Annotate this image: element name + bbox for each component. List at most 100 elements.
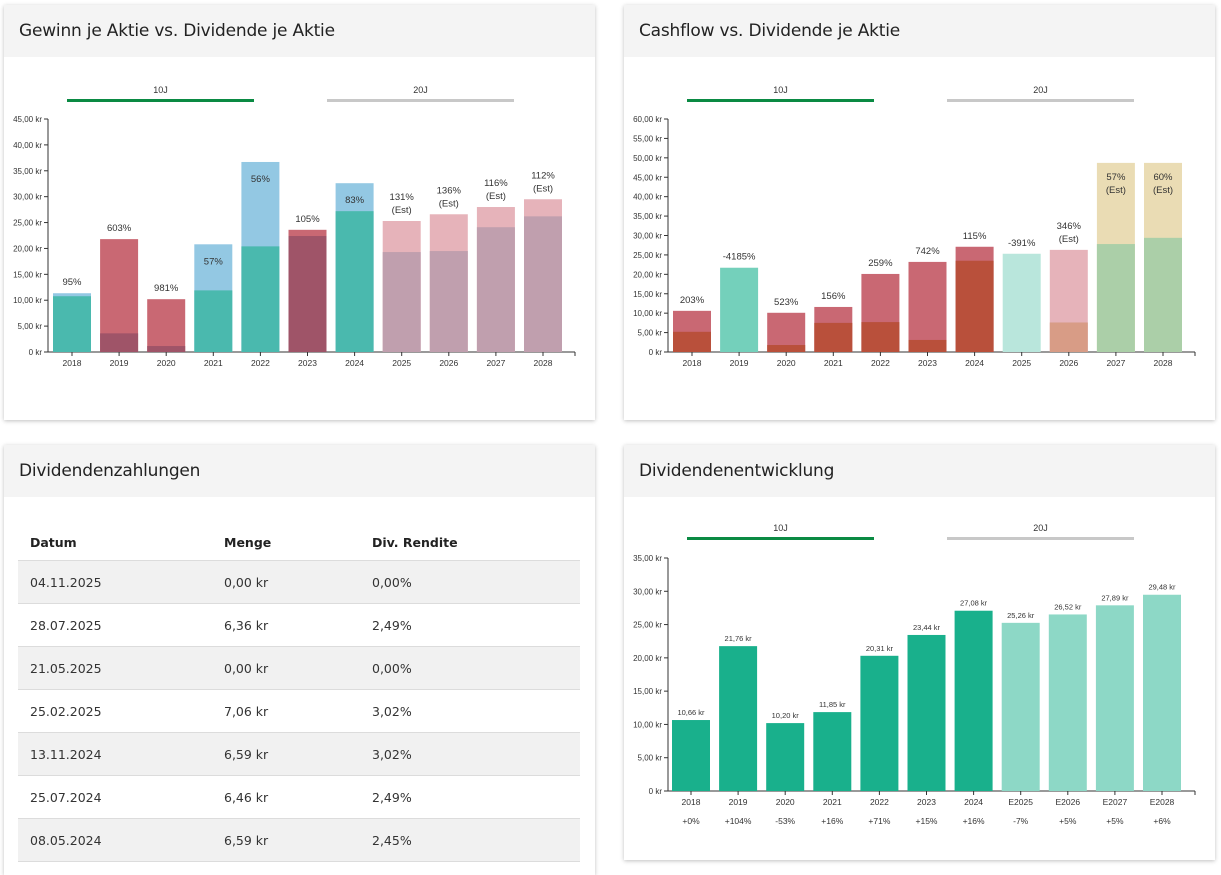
bar-data-label: 346% [1057, 221, 1082, 232]
growth-label: -53% [775, 816, 795, 826]
growth-label: +15% [916, 816, 938, 826]
growth-label: +6% [1153, 816, 1171, 826]
card-title: Dividendenentwicklung [624, 445, 1215, 497]
cell-amount: 0,00 kr [212, 646, 360, 690]
growth-label: +71% [868, 816, 890, 826]
y-tick-label: 35,00 kr [633, 212, 662, 221]
cell-date: 04.11.2025 [18, 560, 212, 604]
cell-amount: 6,36 kr [212, 603, 360, 647]
x-tick-label: 2024 [345, 358, 364, 368]
y-tick-label: 35,00 kr [13, 167, 42, 176]
bar [860, 655, 899, 791]
x-tick-label: 2027 [486, 358, 505, 368]
cell-date: 13.11.2024 [18, 732, 212, 776]
cell-date: 28.07.2025 [18, 603, 212, 647]
y-tick-label: 10,00 kr [633, 720, 662, 729]
tab-20j[interactable]: 20J [327, 85, 514, 102]
cell-yield: 0,00% [360, 646, 580, 690]
table-row: 25.07.2024 6,46 kr 2,49% [18, 775, 580, 819]
x-tick-label: 2027 [1106, 358, 1125, 368]
bar-segment-lower [476, 227, 515, 352]
x-tick-label: 2018 [682, 797, 701, 807]
bar-data-label: 83% [345, 195, 365, 206]
tab-10j[interactable]: 10J [67, 85, 254, 102]
tab-20j[interactable]: 20J [947, 85, 1134, 102]
x-tick-label: 2026 [439, 358, 458, 368]
bar-data-label: 115% [963, 231, 987, 242]
bar-segment-lower [429, 251, 468, 352]
cashflow-vs-dividend-card: Cashflow vs. Dividende je Aktie 10J 20J … [624, 5, 1215, 420]
bar-data-label: -4185% [723, 252, 756, 263]
x-tick-label: 2024 [965, 358, 984, 368]
bar-data-label: 60% [1153, 172, 1173, 183]
tab-label: 20J [1033, 85, 1048, 95]
cell-yield: 0,00% [360, 560, 580, 604]
bar-data-label: 136% [437, 185, 462, 196]
table-row: 04.11.2025 0,00 kr 0,00% [18, 560, 580, 604]
bar-segment-lower [767, 345, 806, 352]
bar [719, 646, 758, 791]
x-tick-label: 2018 [683, 358, 702, 368]
bar-segment-lower [524, 216, 562, 352]
x-tick-label: 2023 [918, 358, 937, 368]
x-tick-label: 2028 [534, 358, 553, 368]
x-tick-label: 2025 [392, 358, 411, 368]
y-tick-label: 5,00 kr [638, 754, 663, 763]
bar-segment-lower [382, 252, 421, 352]
bar [672, 720, 710, 791]
y-tick-label: 5,00 kr [18, 322, 43, 331]
tab-label: 10J [773, 523, 788, 533]
bar-segment-lower [241, 246, 280, 352]
bar [1001, 622, 1040, 791]
tab-10j[interactable]: 10J [687, 85, 874, 102]
tab-20j[interactable]: 20J [947, 523, 1134, 540]
bar [954, 610, 993, 791]
bar-data-label: -391% [1008, 238, 1036, 249]
cell-amount: 6,46 kr [212, 775, 360, 819]
cell-amount: 6,59 kr [212, 818, 360, 862]
bar-data-label: 105% [295, 214, 320, 225]
cell-amount: 7,06 kr [212, 689, 360, 733]
y-tick-label: 45,00 kr [13, 115, 42, 124]
bar-value-label: 23,44 kr [913, 623, 941, 632]
dividend-development-chart: 0 kr 5,00 kr 10,00 kr 15,00 kr 20,00 kr 25,00… [633, 554, 1196, 826]
y-tick-label: 20,00 kr [633, 654, 662, 663]
tab-label: 10J [153, 85, 168, 95]
growth-label: +16% [821, 816, 843, 826]
y-tick-label: 10,00 kr [13, 296, 42, 305]
eps-vs-dividend-card: Gewinn je Aktie vs. Dividende je Aktie 1… [4, 5, 595, 420]
payments-table: Datum Menge Div. Rendite 04.11.2025 0,00 … [18, 525, 580, 862]
cell-date: 08.05.2024 [18, 818, 212, 862]
bar-segment-lower [53, 296, 91, 352]
y-tick-label: 35,00 kr [633, 554, 662, 563]
table-row: 25.02.2025 7,06 kr 3,02% [18, 689, 580, 733]
tab-10j[interactable]: 10J [687, 523, 874, 540]
card-title: Dividendenzahlungen [4, 445, 595, 497]
bar [1048, 614, 1087, 791]
bar-value-label: 25,26 kr [1007, 611, 1035, 620]
y-tick-label: 15,00 kr [633, 290, 662, 299]
bar-data-label: (Est) [392, 205, 412, 216]
x-tick-label: 2020 [777, 358, 796, 368]
bar-data-label: (Est) [486, 191, 506, 202]
growth-label: +5% [1059, 816, 1077, 826]
bar-segment-lower [1096, 244, 1135, 352]
table-header-row: Datum Menge Div. Rendite [18, 525, 580, 561]
x-tick-label: 2022 [871, 358, 890, 368]
bar [766, 723, 805, 791]
y-tick-label: 60,00 kr [633, 115, 662, 124]
bar-data-label: 116% [484, 178, 508, 189]
bar-value-label: 29,48 kr [1148, 583, 1176, 592]
bar-segment-lower [288, 236, 327, 352]
bar [1143, 594, 1181, 791]
table-row: 08.05.2024 6,59 kr 2,45% [18, 818, 580, 862]
bar-segment-lower [673, 331, 711, 352]
bar-data-label: 57% [1106, 172, 1126, 183]
x-tick-label: 2025 [1012, 358, 1031, 368]
bar-data-label: 523% [774, 297, 799, 308]
bar-segment-lower [147, 346, 186, 352]
y-tick-label: 25,00 kr [13, 219, 42, 228]
table-row: 13.11.2024 6,59 kr 3,02% [18, 732, 580, 776]
bar-data-label: (Est) [439, 198, 459, 209]
cell-yield: 3,02% [360, 689, 580, 733]
